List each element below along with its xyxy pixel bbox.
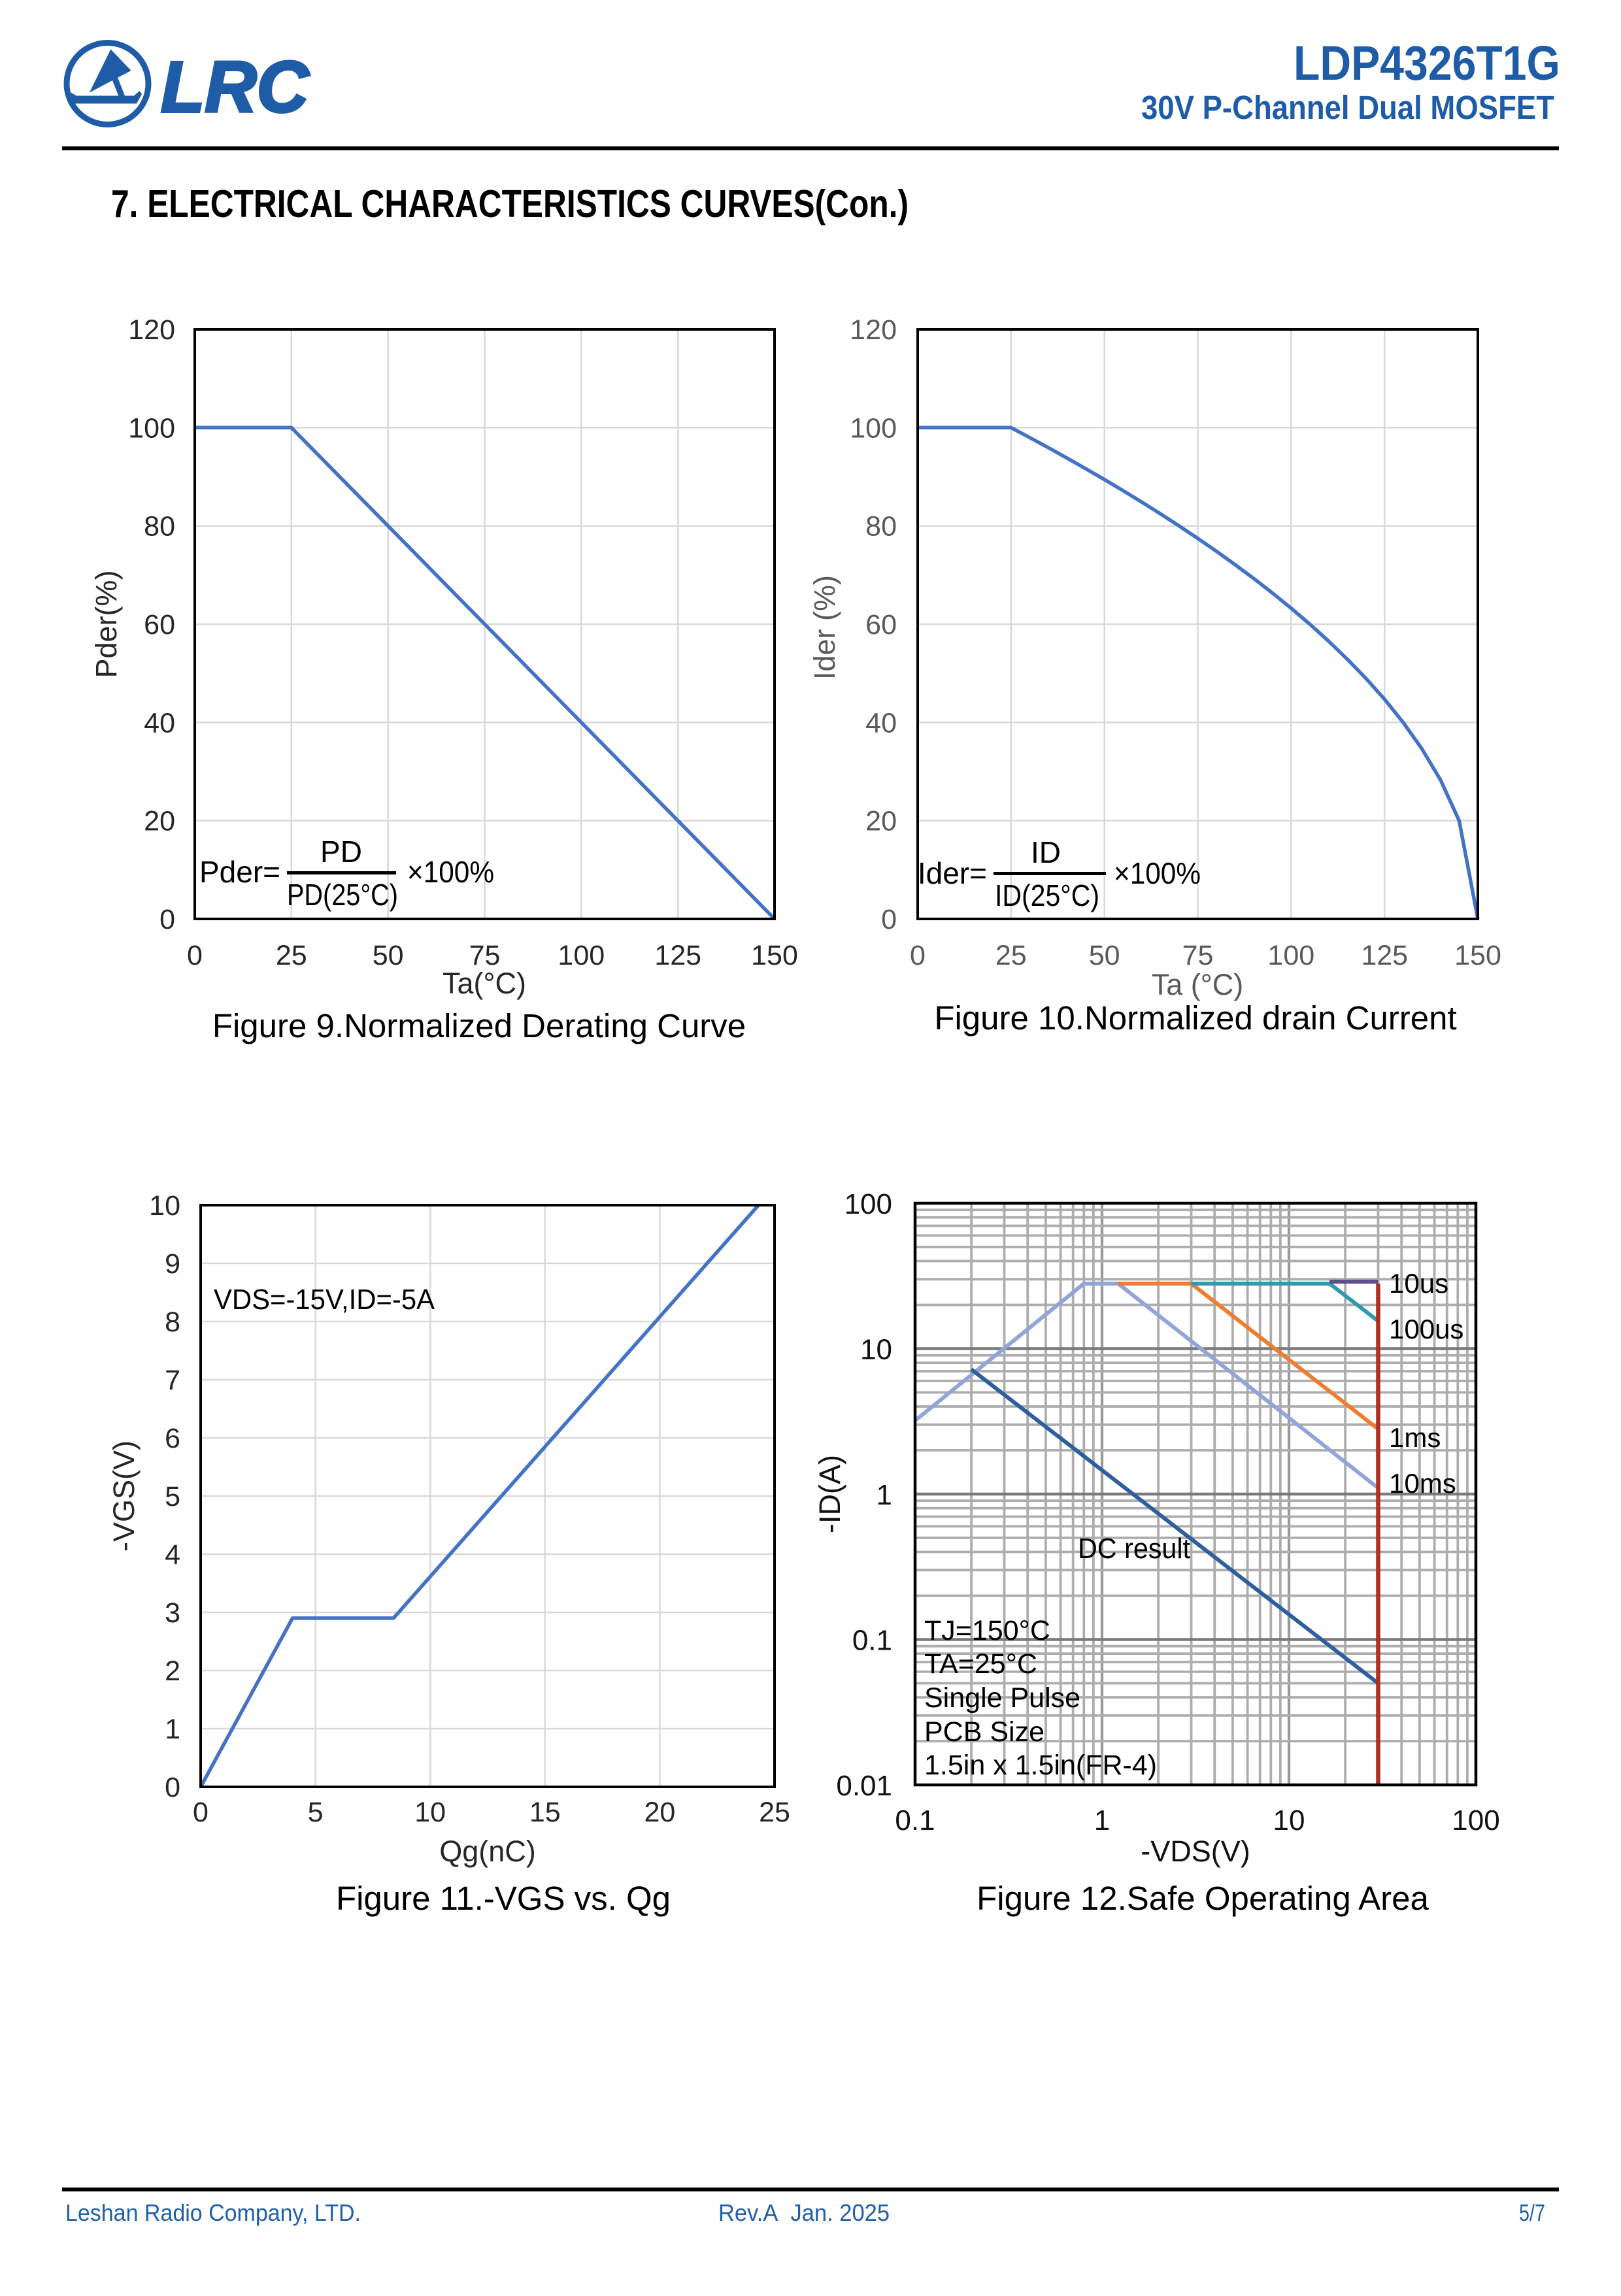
svg-text:50: 50 (373, 940, 404, 971)
svg-text:5: 5 (308, 1797, 324, 1828)
svg-text:7. ELECTRICAL CHARACTERISTICS: 7. ELECTRICAL CHARACTERISTICS CURVES(Con… (111, 182, 909, 225)
svg-text:LRC: LRC (161, 47, 310, 127)
svg-text:PD: PD (320, 835, 362, 869)
svg-text:Pder(%): Pder(%) (90, 570, 123, 678)
svg-text:Ider=: Ider= (918, 856, 987, 890)
svg-text:60: 60 (865, 609, 897, 641)
svg-text:0: 0 (193, 1797, 209, 1828)
svg-text:PD(25°C): PD(25°C) (287, 878, 398, 912)
svg-text:3: 3 (165, 1597, 180, 1629)
svg-text:×100%: ×100% (1114, 856, 1201, 890)
svg-text:-VDS(V): -VDS(V) (1141, 1835, 1250, 1868)
svg-text:ID(25°C): ID(25°C) (995, 878, 1099, 912)
svg-text:Leshan Radio Company, LTD.: Leshan Radio Company, LTD. (65, 2199, 361, 2226)
svg-text:1.5in x 1.5in(FR-4): 1.5in x 1.5in(FR-4) (924, 1750, 1157, 1781)
svg-text:2: 2 (165, 1655, 180, 1687)
svg-text:PCB Size: PCB Size (924, 1716, 1044, 1748)
svg-text:50: 50 (1089, 940, 1120, 971)
svg-text:40: 40 (144, 707, 175, 739)
svg-text:0: 0 (187, 940, 203, 971)
svg-text:150: 150 (1454, 940, 1501, 971)
svg-text:0.01: 0.01 (836, 1770, 892, 1802)
svg-text:Ider (%): Ider (%) (808, 575, 841, 680)
svg-text:0: 0 (165, 1772, 180, 1803)
svg-text:40: 40 (865, 707, 897, 739)
svg-text:TA=25°C: TA=25°C (924, 1648, 1037, 1680)
svg-text:10ms: 10ms (1389, 1468, 1456, 1499)
svg-text:80: 80 (865, 511, 897, 542)
svg-text:1: 1 (1094, 1805, 1110, 1837)
svg-text:0: 0 (881, 904, 897, 935)
svg-text:7: 7 (165, 1365, 180, 1396)
svg-text:8: 8 (165, 1306, 180, 1338)
svg-text:125: 125 (654, 940, 701, 971)
svg-text:Pder=: Pder= (199, 855, 280, 889)
svg-text:15: 15 (529, 1797, 561, 1828)
svg-text:25: 25 (995, 940, 1027, 971)
svg-text:20: 20 (865, 806, 897, 837)
svg-text:4: 4 (165, 1539, 180, 1571)
svg-text:120: 120 (850, 314, 897, 346)
svg-text:-ID(A): -ID(A) (813, 1455, 846, 1533)
svg-text:Qg(nC): Qg(nC) (439, 1835, 536, 1868)
svg-text:0.1: 0.1 (895, 1805, 935, 1837)
svg-text:1: 1 (877, 1479, 892, 1511)
svg-text:5/7: 5/7 (1519, 2199, 1545, 2226)
svg-text:1ms: 1ms (1389, 1422, 1441, 1453)
svg-text:10: 10 (860, 1334, 892, 1366)
svg-text:100us: 100us (1389, 1314, 1463, 1344)
svg-text:100: 100 (844, 1188, 892, 1220)
svg-text:5: 5 (165, 1481, 180, 1512)
svg-text:25: 25 (276, 940, 307, 971)
svg-text:Figure 10.Normalized drain Cur: Figure 10.Normalized drain Current (934, 999, 1456, 1037)
svg-text:TJ=150°C: TJ=150°C (924, 1615, 1050, 1646)
svg-text:Ta(°C): Ta(°C) (443, 967, 526, 1000)
svg-text:25: 25 (759, 1797, 790, 1828)
svg-text:Figure 12.Safe Operating Area: Figure 12.Safe Operating Area (977, 1880, 1429, 1917)
svg-text:100: 100 (128, 412, 175, 444)
svg-text:Single Pulse: Single Pulse (924, 1682, 1080, 1714)
svg-text:0: 0 (159, 904, 175, 935)
svg-text:80: 80 (144, 511, 175, 542)
svg-text:30V P-Channel Dual MOSFET: 30V P-Channel Dual MOSFET (1141, 89, 1554, 126)
svg-text:10: 10 (414, 1797, 446, 1828)
svg-text:0.1: 0.1 (852, 1625, 892, 1657)
svg-text:Rev.A Jan. 2025: Rev.A Jan. 2025 (718, 2199, 890, 2226)
svg-text:LDP4326T1G: LDP4326T1G (1294, 36, 1560, 90)
svg-text:10: 10 (149, 1190, 180, 1222)
svg-text:ID: ID (1031, 835, 1061, 869)
svg-text:120: 120 (128, 314, 175, 346)
svg-text:10us: 10us (1389, 1268, 1448, 1299)
svg-text:9: 9 (165, 1248, 180, 1280)
svg-text:DC result: DC result (1078, 1533, 1190, 1565)
svg-text:100: 100 (850, 412, 897, 444)
svg-text:75: 75 (469, 940, 501, 971)
svg-text:125: 125 (1361, 940, 1408, 971)
svg-text:0: 0 (910, 940, 926, 971)
svg-text:60: 60 (144, 609, 175, 641)
svg-text:Figure 9.Normalized Derating C: Figure 9.Normalized Derating Curve (212, 1007, 746, 1044)
svg-text:VDS=-15V,ID=-5A: VDS=-15V,ID=-5A (214, 1284, 435, 1316)
svg-text:100: 100 (1452, 1805, 1499, 1837)
svg-text:Ta (°C): Ta (°C) (1152, 968, 1244, 1001)
svg-text:Figure 11.-VGS vs. Qg: Figure 11.-VGS vs. Qg (336, 1880, 671, 1917)
svg-text:75: 75 (1182, 940, 1214, 971)
svg-text:150: 150 (751, 940, 798, 971)
svg-text:×100%: ×100% (407, 855, 494, 889)
svg-text:6: 6 (165, 1423, 180, 1454)
svg-text:10: 10 (1273, 1805, 1305, 1837)
svg-text:20: 20 (144, 806, 175, 837)
svg-text:-VGS(V): -VGS(V) (107, 1440, 141, 1552)
svg-text:100: 100 (558, 940, 605, 971)
svg-text:100: 100 (1267, 940, 1314, 971)
svg-text:20: 20 (644, 1797, 675, 1828)
svg-text:1: 1 (165, 1714, 180, 1745)
